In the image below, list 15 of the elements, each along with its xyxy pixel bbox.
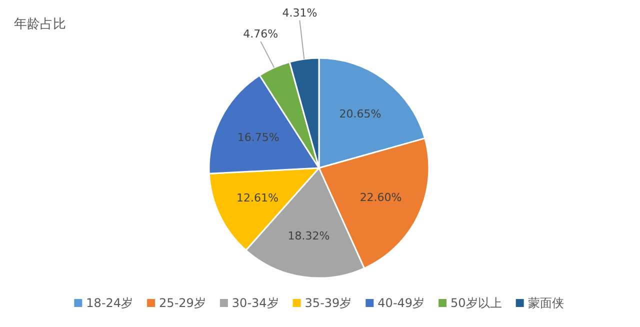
legend-label: 蒙面侠 (528, 296, 564, 310)
legend-label: 40-49岁 (378, 296, 425, 310)
data-label: 18.32% (288, 229, 330, 242)
data-label: 16.75% (237, 130, 280, 144)
data-label: 12.61% (236, 192, 278, 205)
legend-label: 50岁以上 (450, 296, 502, 310)
data-label: 20.65% (339, 108, 382, 121)
data-label: 4.31% (282, 6, 318, 20)
data-label: 4.76% (243, 27, 278, 40)
data-label: 22.60% (360, 190, 402, 204)
text: 年龄占比 (14, 17, 66, 32)
legend-label: 25-29岁 (159, 296, 206, 310)
legend-label: 30-34岁 (232, 296, 279, 310)
legend-label: 18-24岁 (86, 296, 134, 310)
legend-label: 35-39岁 (304, 296, 352, 310)
